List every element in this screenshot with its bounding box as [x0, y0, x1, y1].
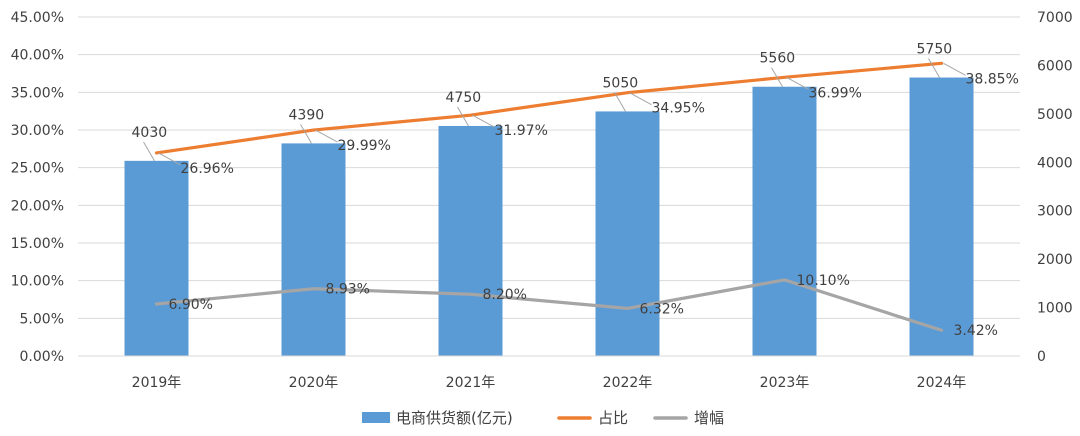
bar	[909, 77, 974, 357]
bar	[438, 125, 503, 356]
legend-swatch-bar	[362, 412, 390, 423]
right-axis-tick-label: 3000	[1037, 204, 1073, 220]
legend-label: 占比	[598, 409, 628, 427]
left-axis-tick-label: 0.00%	[20, 349, 64, 365]
growth-line	[154, 278, 944, 332]
share-label-leader	[629, 92, 652, 106]
left-axis-tick-label: 45.00%	[11, 10, 64, 26]
share-value-label: 26.96%	[181, 161, 234, 177]
growth-value-label: 6.32%	[640, 301, 684, 317]
x-axis-tick-label: 2023年	[760, 375, 810, 391]
bar-value-label: 4030	[132, 125, 168, 141]
share-label-leader	[943, 62, 966, 76]
legend-label: 增幅	[694, 409, 724, 427]
right-axis-tick-label: 6000	[1037, 58, 1073, 74]
share-value-label: 36.99%	[809, 85, 862, 101]
bar-label-leader	[614, 92, 626, 112]
share-value-label: 29.99%	[338, 138, 391, 154]
share-label-leader	[786, 76, 809, 90]
bar	[124, 160, 189, 356]
share-label-leader	[315, 129, 338, 143]
left-axis-tick-label: 15.00%	[11, 236, 64, 252]
bar	[752, 86, 817, 356]
bar-value-label: 4750	[446, 90, 482, 106]
left-axis-tick-label: 10.00%	[11, 274, 64, 290]
bar-label-leader	[300, 124, 312, 144]
share-label-leader	[158, 152, 181, 166]
left-axis: 0.00% 5.00% 10.00% 15.00% 20.00% 25.00% 30.00%…	[11, 10, 64, 365]
bar	[281, 143, 346, 356]
right-axis-tick-label: 7000	[1037, 10, 1073, 26]
right-axis-tick-label: 5000	[1037, 107, 1073, 123]
share-value-label: 31.97%	[495, 123, 548, 139]
gridlines	[78, 16, 1020, 357]
right-axis: 0 1000 2000 3000 4000 5000 6000 7000	[1037, 10, 1073, 365]
growth-value-label: 6.90%	[169, 297, 213, 313]
bar-series	[124, 77, 974, 357]
data-labels: 4030 4390 4750 5050 5560 5750 26.96% 29.99% 31.9…	[132, 42, 1019, 340]
left-axis-tick-label: 20.00%	[11, 198, 64, 214]
left-axis-tick-label: 40.00%	[11, 48, 64, 64]
growth-value-label: 3.42%	[954, 323, 998, 339]
bar-label-leader	[457, 106, 469, 127]
share-label-leader	[472, 114, 495, 128]
x-axis-tick-label: 2019年	[132, 375, 182, 391]
bar-value-label: 5750	[917, 42, 953, 58]
line-series	[154, 61, 944, 332]
legend-label: 电商供货额(亿元)	[396, 409, 513, 427]
bar-label-leader	[928, 58, 940, 78]
growth-value-label: 8.93%	[326, 282, 370, 298]
left-axis-tick-label: 25.00%	[11, 161, 64, 177]
legend: 电商供货额(亿元) 占比 增幅	[362, 409, 724, 427]
x-axis-tick-label: 2024年	[917, 375, 967, 391]
bar-value-label: 4390	[289, 107, 325, 123]
left-axis-tick-label: 30.00%	[11, 123, 64, 139]
right-axis-tick-label: 2000	[1037, 252, 1073, 268]
bar-label-leader	[143, 141, 155, 162]
bar-label-leader	[771, 67, 783, 87]
share-line	[154, 61, 944, 155]
x-axis-tick-label: 2020年	[289, 375, 339, 391]
right-axis-tick-label: 1000	[1037, 301, 1073, 317]
x-axis-tick-label: 2022年	[603, 375, 653, 391]
x-axis-tick-label: 2021年	[446, 375, 496, 391]
right-axis-tick-label: 4000	[1037, 155, 1073, 171]
growth-value-label: 8.20%	[483, 287, 527, 303]
share-value-label: 38.85%	[966, 71, 1019, 87]
growth-value-label: 10.10%	[797, 273, 850, 289]
left-axis-tick-label: 35.00%	[11, 85, 64, 101]
label-leaders	[143, 58, 966, 166]
right-axis-tick-label: 0	[1037, 349, 1046, 365]
share-value-label: 34.95%	[652, 101, 705, 117]
bar	[595, 111, 660, 356]
bar-value-label: 5050	[603, 75, 639, 91]
x-axis: 2019年 2020年 2021年 2022年 2023年 2024年	[78, 355, 1020, 391]
bar-value-label: 5560	[760, 51, 796, 67]
left-axis-tick-label: 5.00%	[20, 311, 64, 327]
